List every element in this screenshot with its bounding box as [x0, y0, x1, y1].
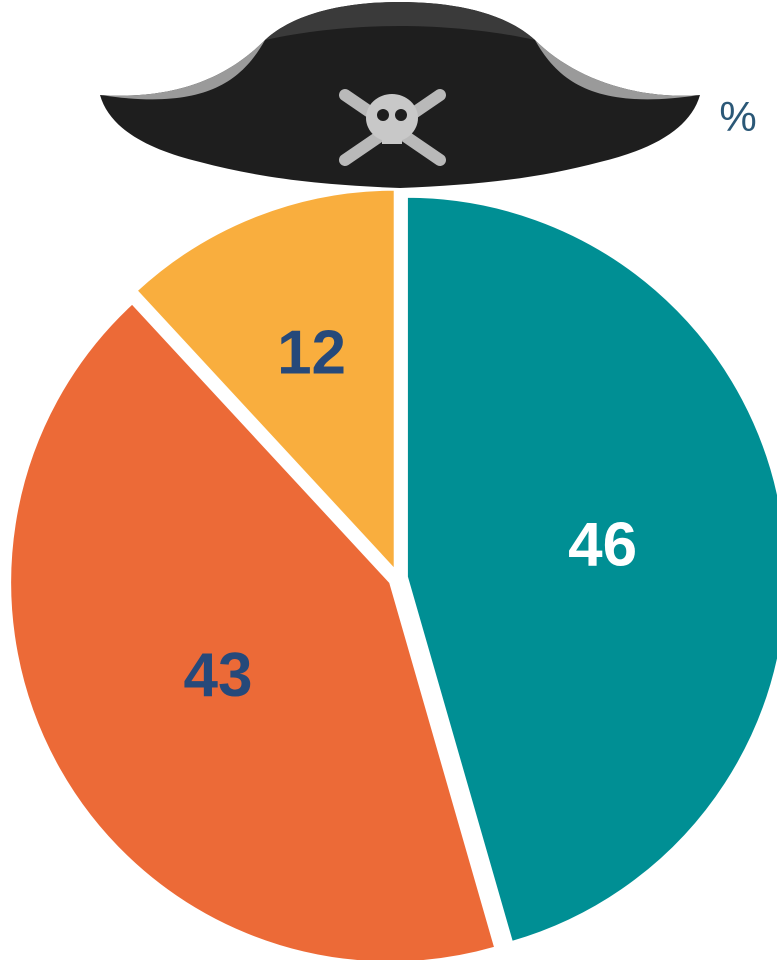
pirate-hat	[100, 2, 700, 188]
pie-slice	[135, 188, 396, 573]
pie-slice	[405, 195, 777, 944]
slice-label: 12	[277, 319, 346, 388]
slice-label: 46	[568, 511, 637, 580]
slice-label: 43	[184, 641, 253, 710]
unit-annotation: %	[719, 93, 756, 140]
pie-slice	[9, 302, 497, 960]
pie: 46 43 12	[9, 188, 777, 960]
